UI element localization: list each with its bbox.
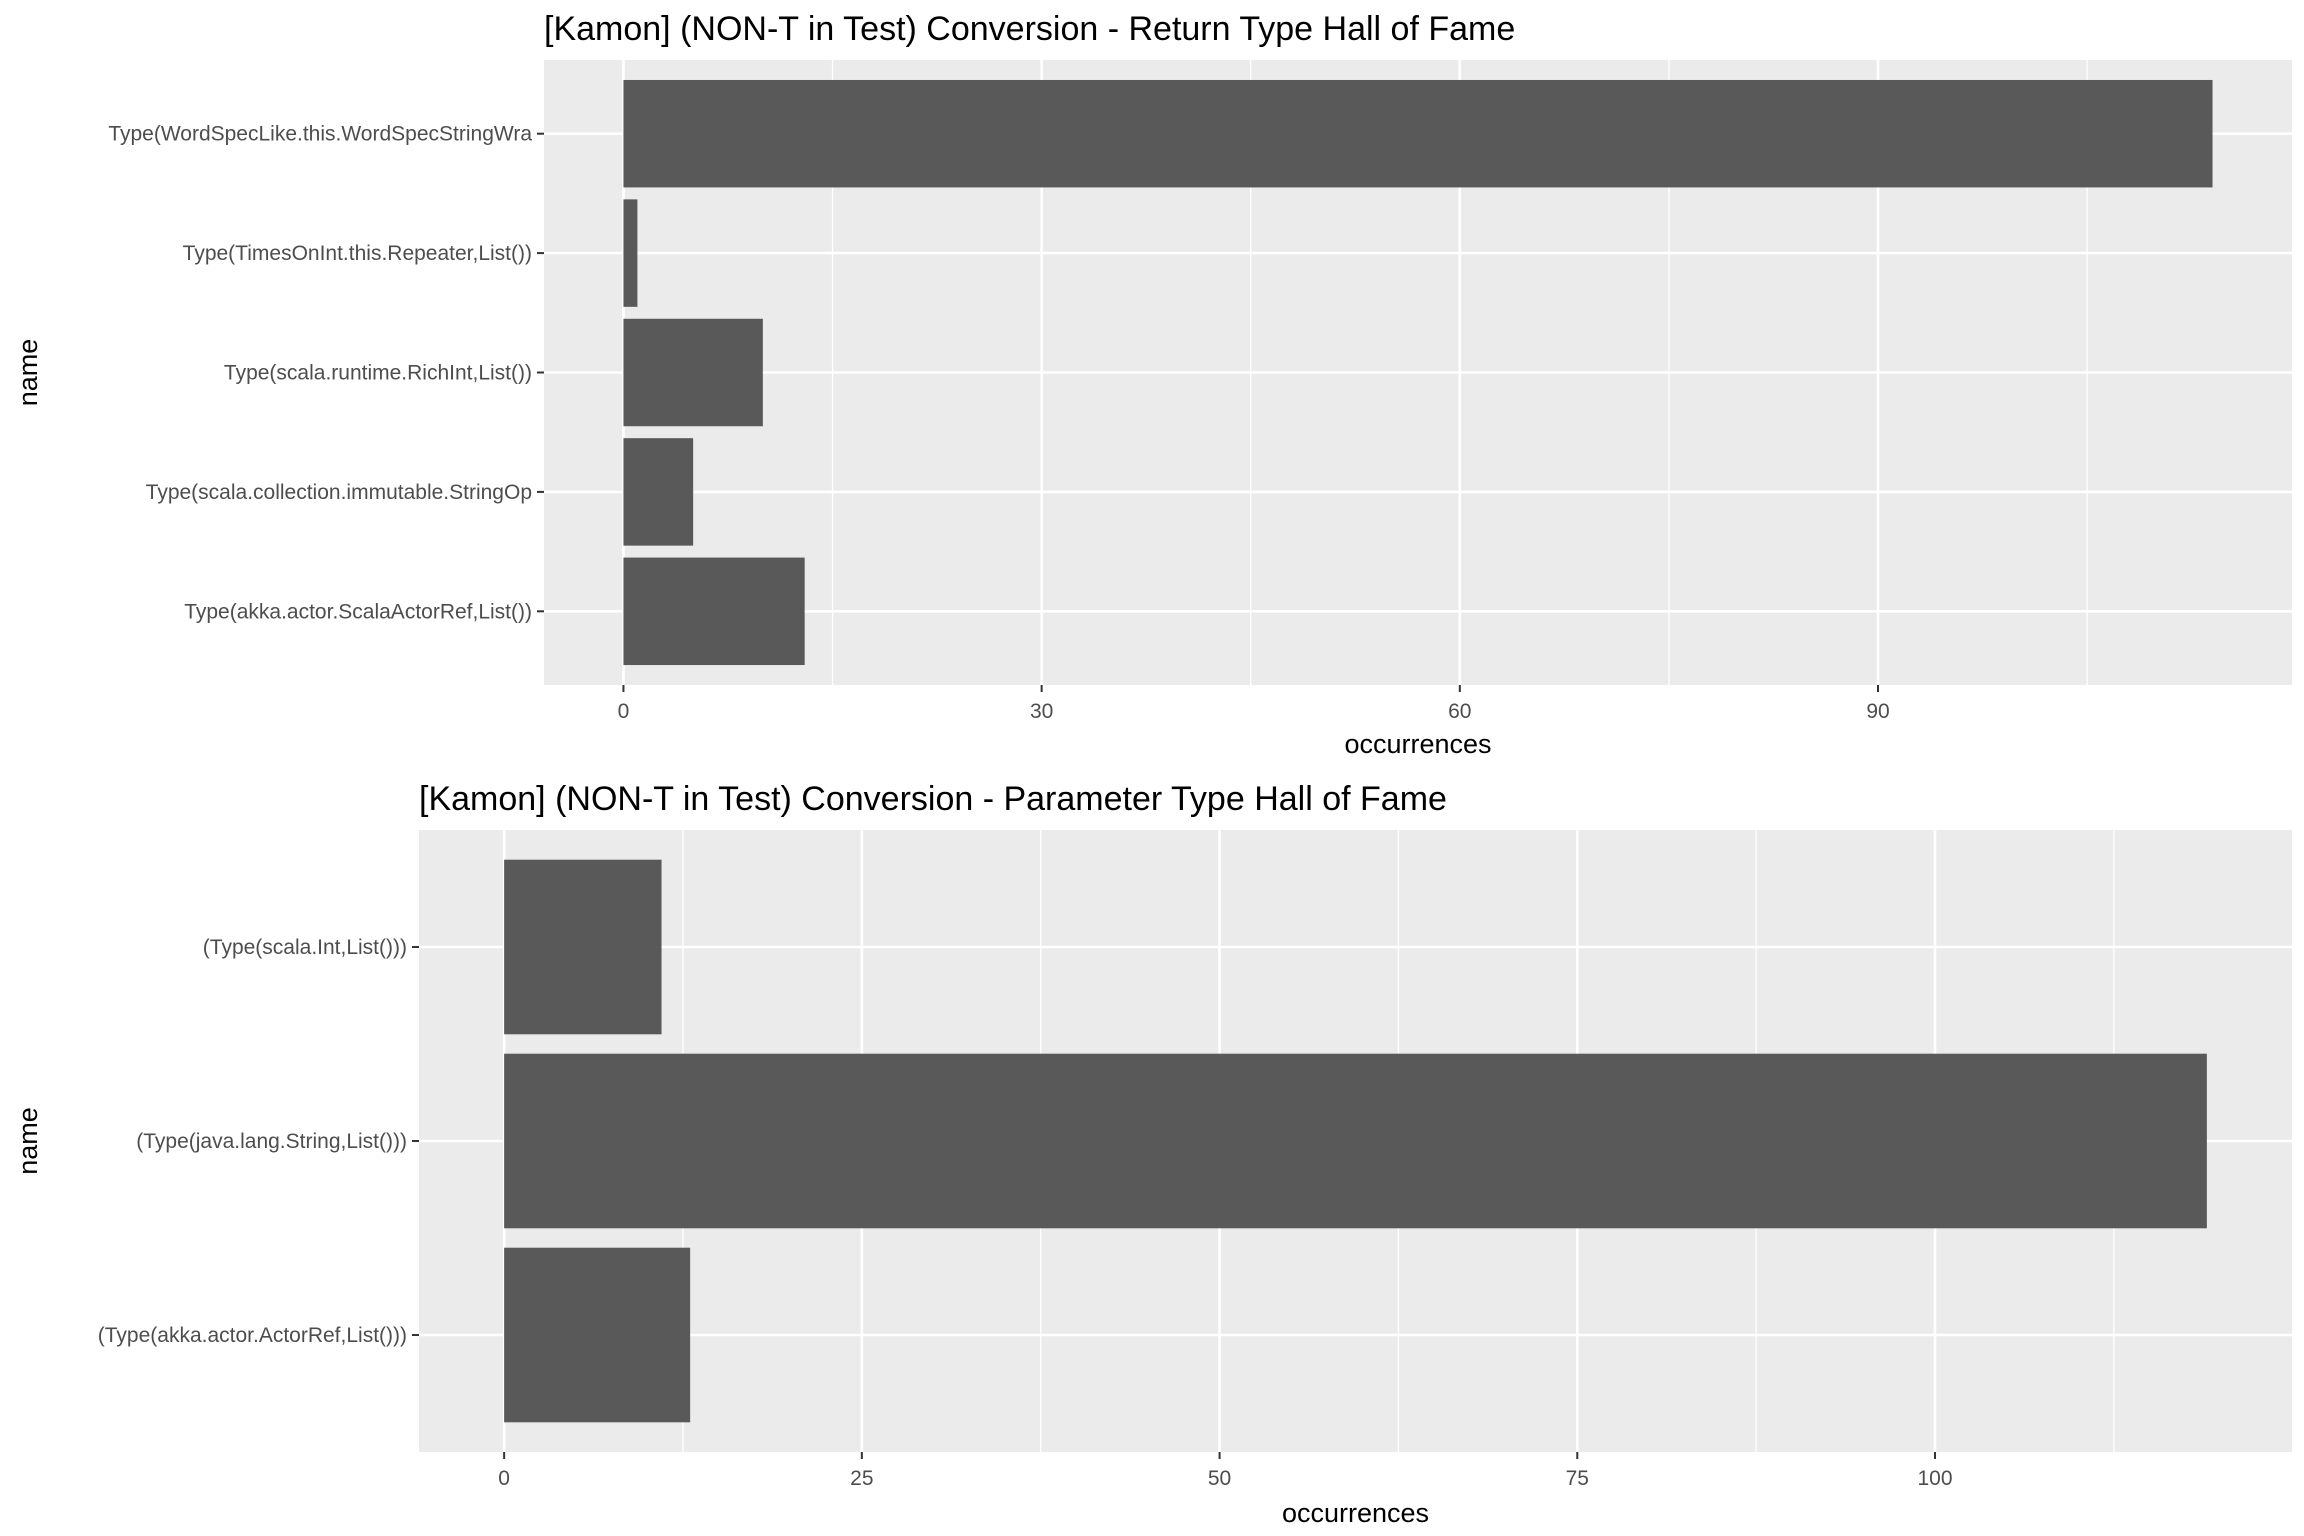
y-axis-title: name — [13, 1107, 43, 1175]
x-tick-label: 0 — [498, 1467, 510, 1490]
bar — [623, 557, 805, 666]
y-tick-label: Type(TimesOnInt.this.Repeater,List()) — [183, 242, 532, 265]
x-tick-label: 60 — [1448, 700, 1471, 723]
x-tick-label: 75 — [1566, 1467, 1589, 1490]
y-tick-label: Type(akka.actor.ScalaActorRef,List()) — [184, 600, 532, 623]
y-tick-label: (Type(akka.actor.ActorRef,List())) — [98, 1324, 407, 1347]
x-tick-label: 30 — [1030, 700, 1053, 723]
x-tick-label: 90 — [1866, 700, 1889, 723]
x-tick-label: 0 — [618, 700, 630, 723]
y-tick-label: Type(scala.collection.immutable.StringOp — [146, 481, 532, 504]
parameter-type-chart: [Kamon] (NON-T in Test) Conversion - Par… — [13, 780, 2292, 1528]
y-axis-title: name — [13, 339, 43, 407]
chart-title: [Kamon] (NON-T in Test) Conversion - Par… — [419, 780, 1447, 818]
y-tick-label: (Type(java.lang.String,List())) — [136, 1130, 407, 1153]
bar — [504, 1053, 2207, 1229]
y-tick-label: (Type(scala.Int,List())) — [203, 936, 407, 959]
bar — [623, 79, 2213, 188]
x-axis-title: occurrences — [1344, 729, 1491, 759]
x-tick-label: 100 — [1917, 1467, 1952, 1490]
bar — [504, 859, 662, 1035]
y-tick-label: Type(scala.runtime.RichInt,List()) — [224, 362, 532, 385]
x-axis-title: occurrences — [1282, 1498, 1429, 1528]
y-tick-label: Type(WordSpecLike.this.WordSpecStringWra — [108, 123, 532, 146]
bar — [623, 438, 694, 546]
x-tick-label: 25 — [850, 1467, 873, 1490]
bar — [623, 199, 638, 307]
chart-title: [Kamon] (NON-T in Test) Conversion - Ret… — [544, 10, 1515, 48]
return-type-chart: [Kamon] (NON-T in Test) Conversion - Ret… — [13, 10, 2292, 759]
bar — [623, 318, 763, 427]
x-tick-label: 50 — [1208, 1467, 1231, 1490]
bar — [504, 1247, 691, 1423]
